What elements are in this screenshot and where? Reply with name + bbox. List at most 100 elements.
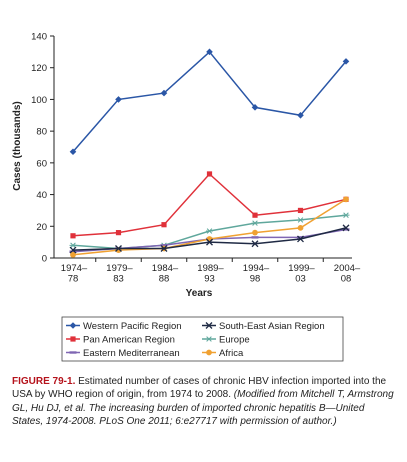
y-tick-label: 20	[36, 222, 47, 233]
diamond-marker	[206, 48, 213, 56]
data-point	[161, 222, 167, 228]
cross-marker	[69, 246, 77, 254]
x-tick-label: 03	[295, 274, 306, 285]
x-tick-label: 08	[341, 274, 352, 285]
legend-items: Western Pacific Region South-East Asian R…	[66, 321, 325, 359]
cross-marker	[342, 224, 350, 232]
square-marker	[115, 230, 122, 236]
data-point	[251, 240, 259, 248]
star-marker	[206, 228, 213, 234]
diamond-marker	[115, 96, 122, 103]
series-lines	[69, 48, 350, 258]
y-tick-label: 40	[36, 190, 47, 201]
ticks: 0 20 40 60 80 100 120 140 1974–78 1979–83 1984–88 1…	[31, 32, 361, 285]
data-point	[297, 235, 304, 243]
diamond-marker	[69, 322, 77, 329]
data-point	[160, 245, 168, 252]
legend-item: Pan American Region	[66, 335, 175, 346]
legend-item: Western Pacific Region	[66, 321, 182, 332]
legend-label: Europe	[219, 335, 250, 346]
data-point	[70, 336, 76, 342]
data-point	[206, 228, 213, 234]
legend-label: Africa	[219, 348, 244, 359]
square-marker	[297, 207, 304, 214]
star-marker	[297, 217, 304, 223]
legend-item: South-East Asian Region	[202, 321, 325, 332]
axes	[53, 36, 352, 259]
x-tick-label: 1989–	[197, 263, 224, 274]
legend-label: Western Pacific Region	[83, 321, 182, 332]
x-tick-label: 1979–	[106, 263, 133, 274]
data-point	[206, 48, 213, 56]
x-tick-label: 1994–	[243, 263, 270, 274]
legend-item: Africa	[202, 348, 244, 359]
series-line	[72, 172, 347, 237]
series-europe	[69, 212, 350, 252]
diamond-marker	[251, 104, 259, 111]
star-marker	[69, 242, 77, 249]
cross-marker	[205, 322, 213, 329]
square-marker	[252, 212, 258, 218]
diamond-marker	[160, 89, 168, 97]
cross-marker	[251, 240, 259, 248]
legend-label: Pan American Region	[83, 335, 175, 346]
square-marker	[70, 233, 76, 239]
x-tick-label: 98	[250, 274, 261, 285]
legend-item: Europe	[202, 335, 250, 346]
y-axis-title: Cases (thousands)	[12, 101, 23, 190]
figure-label: FIGURE 79-1.	[12, 376, 76, 387]
data-point	[69, 246, 77, 254]
x-tick-label: 1974–	[61, 263, 88, 274]
star-marker	[251, 220, 259, 226]
diamond-marker	[297, 111, 304, 119]
series-pan-american-region	[70, 171, 349, 239]
data-point	[205, 322, 213, 329]
series-line	[72, 198, 347, 256]
data-point	[206, 349, 212, 356]
data-point	[342, 212, 350, 218]
x-tick-label: 1984–	[152, 263, 179, 274]
square-marker	[70, 336, 76, 342]
data-point	[115, 96, 122, 103]
data-point	[251, 104, 259, 111]
y-tick-label: 60	[36, 158, 47, 169]
star-marker	[342, 212, 350, 218]
caption-text: Estimated number of cases of chronic HBV…	[12, 376, 387, 401]
cross-marker	[160, 245, 168, 252]
data-point	[252, 229, 258, 236]
x-tick-label: 1999–	[288, 263, 315, 274]
cross-marker	[297, 235, 304, 243]
data-point	[115, 230, 122, 236]
legend-label: South-East Asian Region	[219, 321, 325, 332]
circle-marker	[252, 229, 258, 236]
caption-credit: (Modified from Mitchell T, Armstrong GL,…	[12, 389, 394, 428]
data-point	[69, 322, 77, 329]
series-western-pacific-region	[69, 48, 350, 156]
y-tick-label: 140	[31, 32, 47, 43]
y-tick-label: 0	[42, 254, 47, 265]
x-tick-label: 93	[204, 274, 215, 285]
legend: Western Pacific Region South-East Asian R…	[61, 316, 344, 362]
y-tick-label: 120	[31, 63, 47, 74]
data-point	[297, 207, 304, 214]
data-point	[69, 242, 77, 249]
x-axis-title: Years	[186, 288, 213, 299]
data-point	[160, 89, 168, 97]
data-point	[297, 111, 304, 119]
data-point	[206, 238, 213, 246]
star-marker	[205, 336, 213, 342]
cross-marker	[206, 238, 213, 246]
x-tick-label: 88	[159, 274, 170, 285]
circle-marker	[343, 196, 349, 203]
circle-marker	[206, 349, 212, 356]
diamond-marker	[69, 148, 77, 156]
data-point	[70, 233, 76, 239]
data-point	[342, 58, 350, 65]
cross-marker	[115, 245, 122, 252]
legend-label: Eastern Mediterranean	[83, 348, 180, 359]
diamond-marker	[342, 58, 350, 65]
x-tick-label: 83	[113, 274, 124, 285]
y-tick-label: 80	[36, 127, 47, 138]
series-line	[72, 50, 347, 153]
